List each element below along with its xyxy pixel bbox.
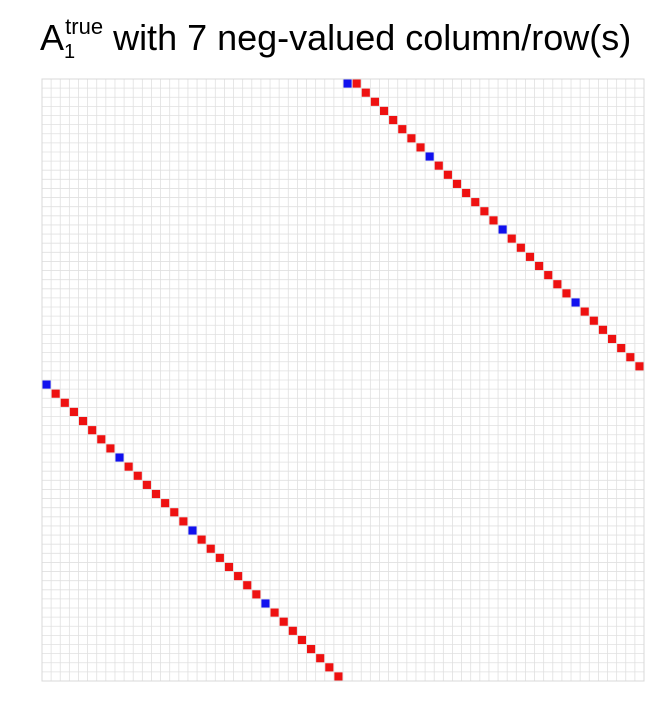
positive-cell: [617, 344, 626, 353]
positive-cell: [297, 635, 307, 645]
positive-cell: [389, 115, 398, 125]
title-subscript: 1: [64, 41, 76, 63]
positive-cell: [370, 97, 379, 106]
positive-cell: [51, 389, 60, 398]
negative-cell: [188, 526, 197, 535]
positive-cell: [635, 362, 644, 371]
positive-cell: [60, 398, 69, 407]
positive-cell: [270, 608, 279, 617]
positive-cell: [525, 252, 535, 261]
positive-cell: [215, 553, 224, 562]
positive-cell: [206, 544, 215, 553]
positive-cell: [544, 271, 553, 280]
negative-cell: [571, 298, 580, 307]
positive-cell: [334, 672, 343, 681]
negative-cell: [343, 79, 352, 88]
positive-cell: [133, 471, 142, 480]
positive-cell: [88, 426, 97, 435]
negative-cell: [425, 152, 434, 161]
positive-cell: [252, 590, 261, 599]
plot-frame: [41, 78, 645, 682]
positive-cell: [626, 353, 635, 362]
positive-cell: [462, 188, 471, 198]
positive-cell: [416, 143, 425, 152]
negative-cell: [115, 453, 124, 462]
positive-cell: [124, 462, 133, 471]
positive-cell: [535, 261, 544, 271]
cell-layer: [42, 79, 644, 681]
title-rest: with 7 neg-valued column/row(s): [103, 17, 632, 58]
positive-cell: [580, 307, 589, 316]
positive-cell: [471, 198, 480, 207]
positive-cell: [97, 435, 106, 444]
positive-cell: [379, 106, 389, 115]
positive-cell: [279, 617, 288, 626]
title-superscript: true: [65, 14, 104, 39]
positive-cell: [234, 572, 243, 581]
positive-cell: [151, 489, 161, 499]
positive-cell: [480, 207, 489, 216]
positive-cell: [161, 499, 170, 508]
positive-cell: [516, 243, 525, 252]
positive-cell: [224, 562, 234, 572]
positive-cell: [608, 334, 617, 344]
positive-cell: [197, 535, 206, 544]
grid-layer: [41, 78, 645, 682]
title-base: A: [40, 17, 65, 58]
positive-cell: [69, 407, 78, 416]
positive-cell: [443, 170, 452, 179]
positive-cell: [553, 280, 562, 289]
positive-cell: [243, 581, 252, 590]
positive-cell: [307, 645, 316, 654]
positive-cell: [142, 480, 151, 489]
positive-cell: [288, 626, 297, 635]
positive-cell: [398, 125, 407, 134]
positive-cell: [598, 325, 608, 334]
positive-cell: [589, 316, 598, 325]
chart-title: A1true with 7 neg-valued column/row(s): [40, 14, 631, 64]
positive-cell: [434, 161, 443, 170]
negative-cell: [498, 225, 507, 234]
positive-cell: [562, 289, 571, 298]
positive-cell: [179, 517, 188, 526]
positive-cell: [78, 416, 88, 426]
positive-cell: [407, 134, 416, 143]
positive-cell: [106, 444, 115, 453]
negative-cell: [42, 380, 51, 389]
positive-cell: [361, 88, 370, 97]
positive-cell: [489, 216, 498, 225]
positive-cell: [507, 234, 516, 243]
positive-cell: [352, 79, 361, 88]
positive-cell: [316, 654, 325, 663]
positive-cell: [452, 179, 462, 188]
positive-cell: [170, 508, 179, 517]
negative-cell: [261, 599, 270, 608]
positive-cell: [325, 663, 334, 672]
